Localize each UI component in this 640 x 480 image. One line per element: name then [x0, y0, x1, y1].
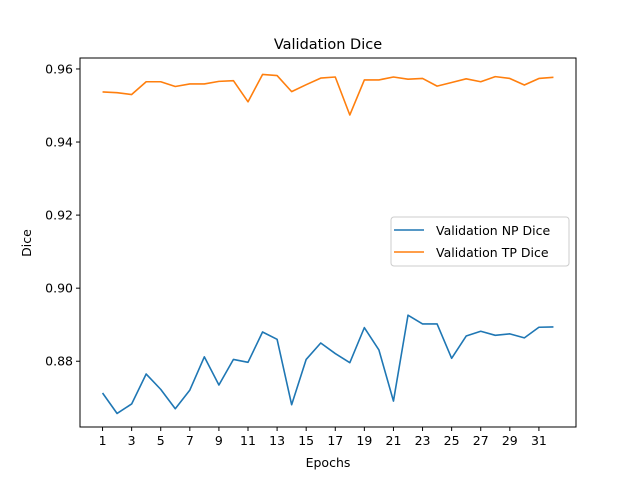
x-tick-label: 15 — [298, 433, 314, 448]
x-tick-label: 7 — [186, 433, 194, 448]
x-tick-label: 31 — [531, 433, 547, 448]
x-tick-label: 25 — [444, 433, 460, 448]
legend: Validation NP Dice Validation TP Dice — [390, 216, 570, 267]
y-tick-label: 0.96 — [45, 61, 73, 76]
x-tick-label: 29 — [502, 433, 518, 448]
y-axis-ticks: 0.88 0.90 0.92 0.94 0.96 — [45, 61, 80, 369]
y-tick-label: 0.92 — [45, 208, 73, 223]
x-tick-label: 3 — [128, 433, 136, 448]
y-tick-label: 0.94 — [45, 135, 73, 150]
x-tick-label: 27 — [473, 433, 489, 448]
legend-box — [390, 216, 570, 267]
x-tick-label: 11 — [240, 433, 256, 448]
plot-frame — [79, 57, 577, 428]
y-tick-label: 0.90 — [45, 281, 73, 296]
x-tick-label: 1 — [99, 433, 107, 448]
plot-lines — [101, 73, 554, 415]
x-axis-ticks: 1 3 5 7 9 11 13 15 17 19 21 23 25 27 29 31 — [99, 427, 547, 448]
x-tick-label: 17 — [327, 433, 343, 448]
series-line-0 — [101, 314, 554, 415]
y-axis-label: Dice — [19, 229, 34, 257]
legend-label-np: Validation NP Dice — [436, 223, 551, 238]
x-tick-label: 19 — [356, 433, 372, 448]
x-tick-label: 5 — [157, 433, 165, 448]
x-tick-label: 23 — [415, 433, 431, 448]
x-tick-label: 13 — [269, 433, 285, 448]
x-tick-label: 21 — [386, 433, 402, 448]
x-tick-label: 9 — [215, 433, 223, 448]
x-axis-label: Epochs — [306, 455, 351, 470]
y-tick-label: 0.88 — [45, 354, 73, 369]
chart-title: Validation Dice — [274, 37, 382, 53]
series-line-1 — [102, 73, 554, 116]
legend-label-tp: Validation TP Dice — [436, 245, 549, 260]
